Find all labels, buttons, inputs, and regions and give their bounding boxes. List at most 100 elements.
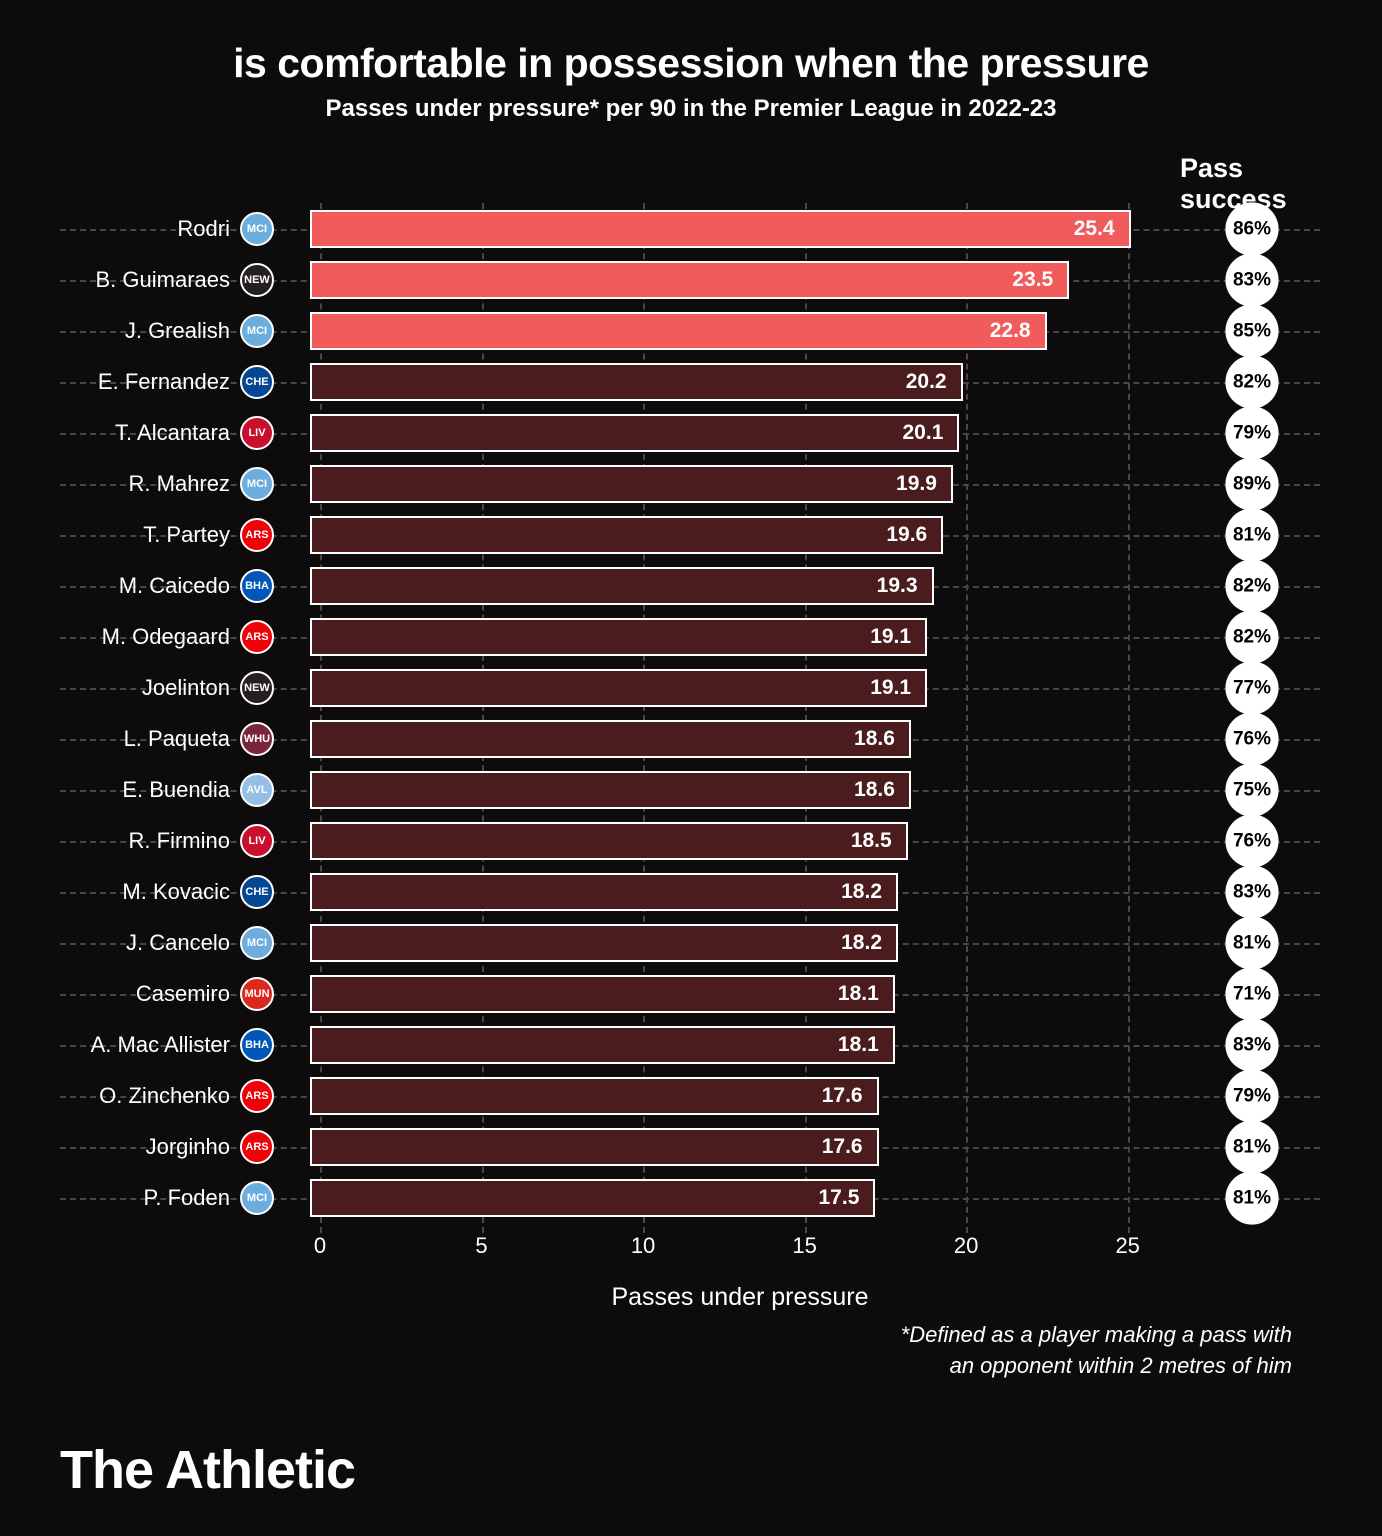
player-name-label: E. Fernandez xyxy=(60,369,240,395)
player-row: P. FodenMCI17.581% xyxy=(60,1172,1320,1223)
value-bar: 18.2 xyxy=(310,873,898,911)
player-row: CasemiroMUN18.171% xyxy=(60,968,1320,1019)
player-name-label: Joelinton xyxy=(60,675,240,701)
value-bar: 19.6 xyxy=(310,516,943,554)
bar-zone: 20.2 xyxy=(310,361,1150,403)
value-bar: 20.1 xyxy=(310,414,959,452)
chart-subtitle: Passes under pressure* per 90 in the Pre… xyxy=(60,95,1322,123)
bar-zone: 19.9 xyxy=(310,463,1150,505)
bar-zone: 22.8 xyxy=(310,310,1150,352)
x-tick: 15 xyxy=(792,1233,816,1259)
chart-title: is comfortable in possession when the pr… xyxy=(60,40,1322,87)
bar-zone: 19.3 xyxy=(310,565,1150,607)
player-name-label: Casemiro xyxy=(60,981,240,1007)
bar-zone: 19.6 xyxy=(310,514,1150,556)
pass-success-badge: 81% xyxy=(1225,1120,1278,1173)
player-row: RodriMCI 25.4 86% xyxy=(60,203,1320,254)
x-tick: 5 xyxy=(475,1233,487,1259)
pass-success-badge: 81% xyxy=(1225,1171,1278,1224)
player-name-label: R. Mahrez xyxy=(60,471,240,497)
player-row: T. ParteyARS 19.6 81% xyxy=(60,509,1320,560)
player-name-label: B. Guimaraes xyxy=(60,267,240,293)
pass-success-badge: 81% xyxy=(1225,508,1278,561)
player-name-label: M. Kovacic xyxy=(60,879,240,905)
value-bar: 19.3 xyxy=(310,567,934,605)
bar-zone: 18.2 xyxy=(310,871,1150,913)
pass-success-badge: 71% xyxy=(1225,967,1278,1020)
club-crest-icon: CHE xyxy=(240,365,274,399)
bar-zone: 17.6 xyxy=(310,1075,1150,1117)
value-bar: 23.5 xyxy=(310,261,1069,299)
bar-zone: 18.2 xyxy=(310,922,1150,964)
club-crest-icon: MCI xyxy=(240,212,274,246)
player-row: J. GrealishMCI22.885% xyxy=(60,305,1320,356)
club-crest-icon: ARS xyxy=(240,518,274,552)
value-bar: 18.2 xyxy=(310,924,898,962)
player-name-label: Jorginho xyxy=(60,1134,240,1160)
player-name-label: Rodri xyxy=(60,216,240,242)
bar-zone: 18.1 xyxy=(310,1024,1150,1066)
value-bar: 18.5 xyxy=(310,822,908,860)
bar-zone: 18.6 xyxy=(310,769,1150,811)
value-bar: 18.6 xyxy=(310,720,911,758)
bar-zone: 19.1 xyxy=(310,667,1150,709)
brand-logo: The Athletic xyxy=(60,1439,355,1501)
bar-zone: 18.5 xyxy=(310,820,1150,862)
bar-zone: 18.1 xyxy=(310,973,1150,1015)
pass-success-badge: 82% xyxy=(1225,559,1278,612)
bar-zone: 20.1 xyxy=(310,412,1150,454)
player-name-label: P. Foden xyxy=(60,1185,240,1211)
club-crest-icon: BHA xyxy=(240,1028,274,1062)
club-crest-icon: CHE xyxy=(240,875,274,909)
plot-area: RodriMCI25.486%B. GuimaraesNEW23.583%J. … xyxy=(320,203,1160,1233)
value-bar: 25.4 xyxy=(310,210,1131,248)
pass-success-badge: 89% xyxy=(1225,457,1278,510)
player-name-label: T. Alcantara xyxy=(60,420,240,446)
pass-success-badge: 83% xyxy=(1225,1018,1278,1071)
value-bar: 18.1 xyxy=(310,1026,895,1064)
player-row: B. GuimaraesNEW23.583% xyxy=(60,254,1320,305)
value-bar: 17.6 xyxy=(310,1077,879,1115)
value-bar: 19.9 xyxy=(310,465,953,503)
player-name-label: M. Caicedo xyxy=(60,573,240,599)
footnote-line: *Defined as a player making a pass with xyxy=(901,1320,1292,1351)
club-crest-icon: ARS xyxy=(240,1130,274,1164)
player-row: L. PaquetaWHU18.676% xyxy=(60,713,1320,764)
footnote: *Defined as a player making a pass with … xyxy=(901,1320,1292,1382)
pass-success-badge: 79% xyxy=(1225,406,1278,459)
x-axis-label: Passes under pressure xyxy=(611,1283,868,1312)
club-crest-icon: MCI xyxy=(240,926,274,960)
value-bar: 18.1 xyxy=(310,975,895,1013)
club-crest-icon: MCI xyxy=(240,467,274,501)
player-name-label: O. Zinchenko xyxy=(60,1083,240,1109)
bar-zone: 23.5 xyxy=(310,259,1150,301)
x-tick: 25 xyxy=(1115,1233,1139,1259)
pass-success-badge: 79% xyxy=(1225,1069,1278,1122)
player-row: T. AlcantaraLIV 20.1 79% xyxy=(60,407,1320,458)
player-name-label: T. Partey xyxy=(60,522,240,548)
player-row: JoelintonNEW19.177% xyxy=(60,662,1320,713)
club-crest-icon: ARS xyxy=(240,620,274,654)
chart-container: Pass success RodriMCI25.486%B. Guimaraes… xyxy=(60,153,1320,1333)
bar-zone: 17.6 xyxy=(310,1126,1150,1168)
pass-success-badge: 76% xyxy=(1225,814,1278,867)
x-tick: 20 xyxy=(954,1233,978,1259)
pass-success-badge: 83% xyxy=(1225,253,1278,306)
club-crest-icon: MCI xyxy=(240,1181,274,1215)
club-crest-icon: LIV xyxy=(240,824,274,858)
pass-success-badge: 85% xyxy=(1225,304,1278,357)
pass-success-badge: 75% xyxy=(1225,763,1278,816)
player-row: M. CaicedoBHA 19.3 82% xyxy=(60,560,1320,611)
club-crest-icon: ARS xyxy=(240,1079,274,1113)
player-name-label: J. Cancelo xyxy=(60,930,240,956)
pass-success-badge: 86% xyxy=(1225,202,1278,255)
club-crest-icon: BHA xyxy=(240,569,274,603)
pass-success-badge: 83% xyxy=(1225,865,1278,918)
value-bar: 22.8 xyxy=(310,312,1047,350)
player-row: R. MahrezMCI 19.9 89% xyxy=(60,458,1320,509)
player-row: R. FirminoLIV18.576% xyxy=(60,815,1320,866)
bar-zone: 18.6 xyxy=(310,718,1150,760)
club-crest-icon: LIV xyxy=(240,416,274,450)
player-name-label: A. Mac Allister xyxy=(60,1032,240,1058)
value-bar: 18.6 xyxy=(310,771,911,809)
